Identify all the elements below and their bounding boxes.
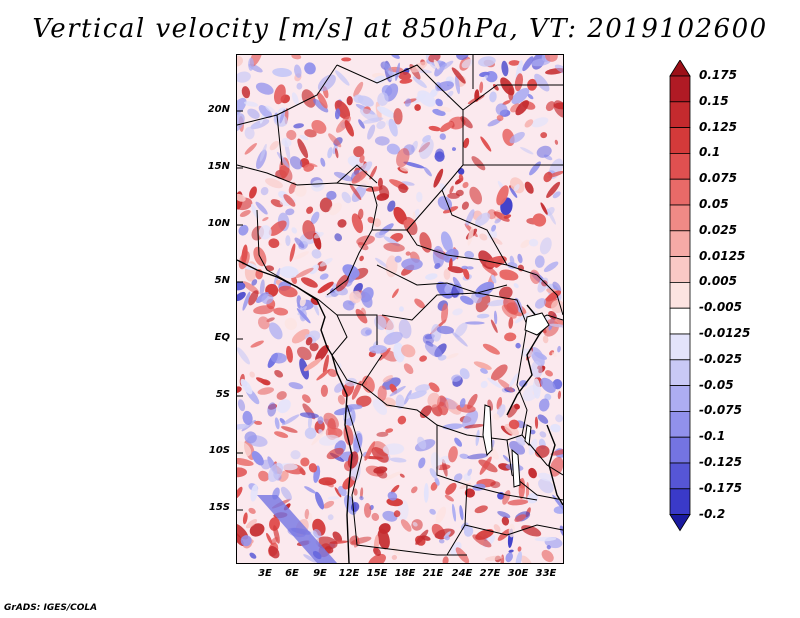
lon-label-3e: 3E [258, 568, 272, 579]
lakes [482, 312, 550, 488]
colorbar-tick-label: 0.0125 [699, 248, 746, 263]
lat-label-eq: EQ [214, 332, 230, 343]
lon-label-12e: 12E [338, 568, 360, 579]
colorbar-tick-label: 0.15 [699, 93, 729, 108]
colorbar-swatch [669, 256, 691, 283]
grads-credit: GrADS: IGES/COLA [4, 603, 98, 613]
colorbar-swatch [669, 281, 691, 309]
lat-label-10n: 10N [207, 218, 230, 229]
colorbar-tick-label: -0.1 [699, 429, 726, 444]
colorbar [669, 60, 691, 532]
map-panel [236, 54, 564, 564]
colorbar-swatch [669, 127, 691, 154]
colorbar-swatch [669, 410, 691, 438]
colorbar-swatch [669, 436, 691, 464]
lon-label-24e: 24E [451, 568, 473, 579]
colorbar-swatch [669, 307, 691, 335]
lon-label-33e: 33E [535, 568, 557, 579]
colorbar-swatch [669, 204, 691, 232]
lon-label-21e: 21E [422, 568, 444, 579]
colorbar-swatch [669, 333, 691, 361]
colorbar-tick-label: 0.025 [699, 222, 737, 237]
colorbar-swatch [669, 153, 691, 180]
lat-label-10s: 10S [208, 445, 230, 456]
lon-label-6e: 6E [285, 568, 299, 579]
colorbar-tick-label: 0.005 [699, 274, 737, 289]
colorbar-high-triangle [669, 60, 691, 77]
colorbar-low-triangle [669, 514, 691, 532]
lat-label-20n: 20N [207, 104, 230, 115]
lat-label-15n: 15N [207, 161, 230, 172]
colorbar-tick-label: -0.2 [699, 506, 726, 521]
colorbar-swatch [669, 230, 691, 258]
colorbar-tick-label: -0.005 [699, 300, 742, 315]
colorbar-tick-label: 0.1 [699, 145, 721, 160]
colorbar-swatch [669, 462, 691, 490]
colorbar-tick-label: -0.025 [699, 351, 742, 366]
colorbar-tick-label: -0.075 [699, 403, 742, 418]
lat-label-15s: 15S [208, 502, 230, 513]
lat-label-5n: 5N [214, 275, 230, 286]
vertical-velocity-field [237, 55, 563, 563]
colorbar-tick-label: -0.05 [699, 377, 734, 392]
lon-label-9e: 9E [313, 568, 327, 579]
colorbar-tick-label: 0.05 [699, 197, 729, 211]
field-blobs [237, 55, 563, 563]
lon-label-27e: 27E [479, 568, 501, 579]
lon-label-15e: 15E [366, 568, 388, 579]
colorbar-swatch [669, 385, 691, 412]
colorbar-tick-label: 0.175 [699, 68, 737, 82]
chart-title: Vertical velocity [m/s] at 850hPa, VT: 2… [32, 14, 768, 44]
colorbar-swatch [669, 75, 691, 103]
colorbar-swatch [669, 488, 691, 515]
colorbar-tick-label: 0.075 [699, 171, 737, 186]
colorbar-tick-label: -0.0125 [699, 326, 751, 340]
latitude-ticks [237, 110, 243, 511]
lon-label-18e: 18E [394, 568, 416, 579]
colorbar-tick-label: -0.175 [699, 480, 742, 495]
colorbar-swatch [669, 178, 691, 206]
lon-label-30e: 30E [507, 568, 529, 579]
lat-label-5s: 5S [215, 389, 230, 400]
colorbar-tick-label: 0.125 [699, 119, 737, 134]
colorbar-swatch [669, 359, 691, 386]
colorbar-swatch [669, 101, 691, 128]
colorbar-tick-label: -0.125 [699, 455, 742, 469]
